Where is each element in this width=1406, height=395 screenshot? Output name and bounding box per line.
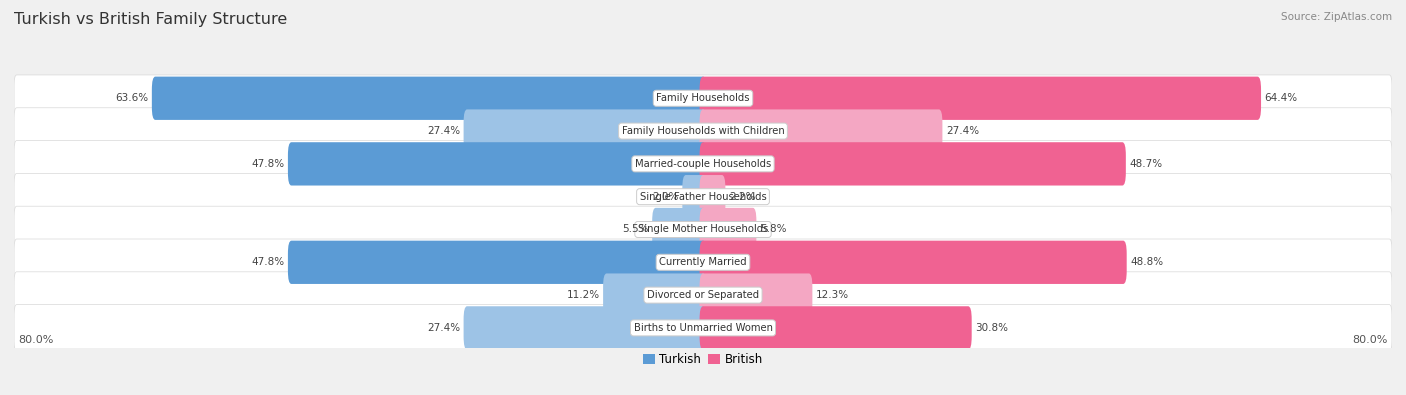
Text: Source: ZipAtlas.com: Source: ZipAtlas.com: [1281, 12, 1392, 22]
Text: 48.8%: 48.8%: [1130, 257, 1163, 267]
FancyBboxPatch shape: [288, 241, 706, 284]
Text: Married-couple Households: Married-couple Households: [636, 159, 770, 169]
Text: 27.4%: 27.4%: [427, 126, 460, 136]
Text: 80.0%: 80.0%: [18, 335, 53, 345]
Text: 47.8%: 47.8%: [252, 257, 284, 267]
Text: Turkish vs British Family Structure: Turkish vs British Family Structure: [14, 12, 287, 27]
FancyBboxPatch shape: [14, 108, 1392, 154]
Text: 47.8%: 47.8%: [252, 159, 284, 169]
FancyBboxPatch shape: [603, 273, 706, 317]
Text: 27.4%: 27.4%: [946, 126, 979, 136]
Text: 5.8%: 5.8%: [759, 224, 786, 235]
Text: 63.6%: 63.6%: [115, 93, 149, 103]
FancyBboxPatch shape: [700, 241, 1126, 284]
Text: Currently Married: Currently Married: [659, 257, 747, 267]
Text: 48.7%: 48.7%: [1129, 159, 1163, 169]
FancyBboxPatch shape: [14, 305, 1392, 351]
Legend: Turkish, British: Turkish, British: [643, 353, 763, 366]
Text: Single Father Households: Single Father Households: [640, 192, 766, 202]
FancyBboxPatch shape: [14, 75, 1392, 122]
FancyBboxPatch shape: [288, 142, 706, 186]
Text: Family Households: Family Households: [657, 93, 749, 103]
Text: 27.4%: 27.4%: [427, 323, 460, 333]
FancyBboxPatch shape: [464, 109, 706, 153]
Text: 5.5%: 5.5%: [623, 224, 648, 235]
FancyBboxPatch shape: [700, 77, 1261, 120]
Text: Births to Unmarried Women: Births to Unmarried Women: [634, 323, 772, 333]
FancyBboxPatch shape: [652, 208, 706, 251]
FancyBboxPatch shape: [700, 109, 942, 153]
FancyBboxPatch shape: [14, 141, 1392, 187]
FancyBboxPatch shape: [14, 239, 1392, 286]
Text: 12.3%: 12.3%: [815, 290, 849, 300]
FancyBboxPatch shape: [14, 272, 1392, 318]
Text: 64.4%: 64.4%: [1264, 93, 1298, 103]
FancyBboxPatch shape: [152, 77, 706, 120]
Text: 11.2%: 11.2%: [567, 290, 599, 300]
FancyBboxPatch shape: [464, 306, 706, 350]
Text: Single Mother Households: Single Mother Households: [638, 224, 768, 235]
Text: 80.0%: 80.0%: [1353, 335, 1388, 345]
FancyBboxPatch shape: [700, 208, 756, 251]
FancyBboxPatch shape: [14, 173, 1392, 220]
FancyBboxPatch shape: [700, 175, 725, 218]
FancyBboxPatch shape: [682, 175, 706, 218]
FancyBboxPatch shape: [700, 142, 1126, 186]
Text: Divorced or Separated: Divorced or Separated: [647, 290, 759, 300]
Text: 2.0%: 2.0%: [652, 192, 679, 202]
Text: 2.2%: 2.2%: [728, 192, 755, 202]
FancyBboxPatch shape: [14, 206, 1392, 253]
Text: Family Households with Children: Family Households with Children: [621, 126, 785, 136]
FancyBboxPatch shape: [700, 306, 972, 350]
FancyBboxPatch shape: [700, 273, 813, 317]
Text: 30.8%: 30.8%: [976, 323, 1008, 333]
